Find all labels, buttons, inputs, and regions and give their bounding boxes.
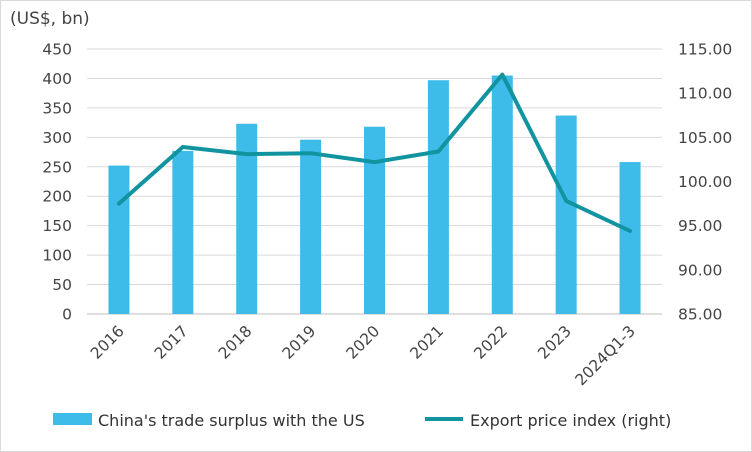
bar <box>364 126 385 314</box>
y-right-tick-label: 95.00 <box>678 217 722 235</box>
y-left-tick-label: 150 <box>42 217 72 235</box>
y-left-tick-label: 250 <box>42 158 72 176</box>
y-right-tick-label: 105.00 <box>678 129 732 147</box>
bar <box>300 139 322 314</box>
legend-bar-swatch <box>53 413 92 425</box>
bar <box>491 75 513 314</box>
y-left-tick-label: 350 <box>42 99 72 117</box>
bar-series <box>108 75 641 315</box>
y-axis-left-label: (US$, bn) <box>10 9 90 29</box>
legend: China's trade surplus with the US Export… <box>53 411 671 430</box>
bar <box>108 165 130 314</box>
bar <box>555 115 577 315</box>
y-right-tick-label: 115.00 <box>678 41 732 59</box>
y-right-tick-label: 85.00 <box>678 306 722 324</box>
y-axis-left: 0 50 100 150 200 250 300 350 400 450 <box>42 41 72 324</box>
bar <box>172 150 194 314</box>
y-right-tick-label: 100.00 <box>678 173 732 191</box>
y-left-tick-label: 300 <box>42 129 72 147</box>
y-left-tick-label: 100 <box>42 247 72 265</box>
y-left-tick-label: 400 <box>42 70 72 88</box>
legend-bar-label: China's trade surplus with the US <box>98 411 365 430</box>
legend-line-label: Export price index (right) <box>470 411 671 430</box>
y-right-tick-label: 110.00 <box>678 85 732 103</box>
bar <box>236 123 258 315</box>
bar <box>427 80 449 314</box>
series-line <box>116 72 633 233</box>
y-left-tick-label: 200 <box>42 188 72 206</box>
y-left-tick-label: 450 <box>42 41 72 59</box>
bar <box>619 162 641 314</box>
y-left-tick-label: 0 <box>62 306 72 324</box>
y-axis-right: 85.00 90.00 95.00 100.00 105.00 110.00 115.00 <box>678 41 732 324</box>
y-right-tick-label: 90.00 <box>678 261 722 279</box>
line-series <box>116 72 633 233</box>
y-left-tick-label: 50 <box>52 276 72 294</box>
